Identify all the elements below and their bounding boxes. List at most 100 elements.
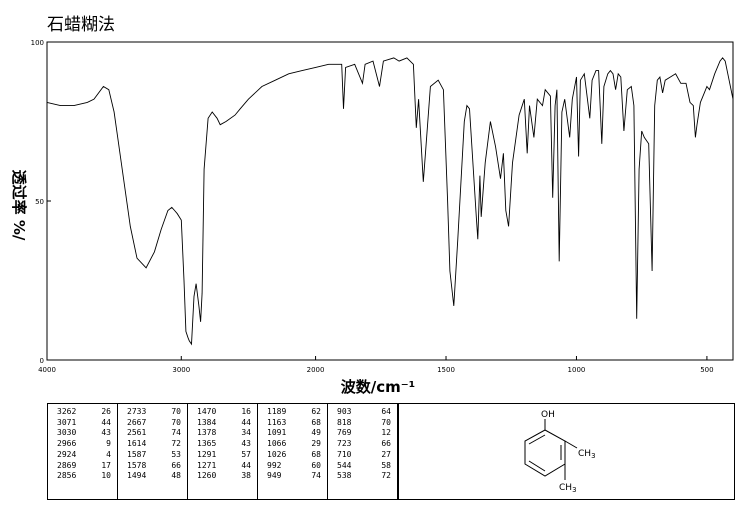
peak-row: 1384 44 xyxy=(188,418,257,429)
peak-transmittance: 60 xyxy=(311,460,321,470)
peak-transmittance: 53 xyxy=(171,449,181,459)
peak-row: 723 66 xyxy=(328,439,397,450)
peak-wavenumber: 1494 xyxy=(127,471,147,481)
peak-transmittance: 68 xyxy=(311,417,321,427)
peak-wavenumber: 1091 xyxy=(267,428,287,438)
peak-row: 1365 43 xyxy=(188,439,257,450)
peak-column: 3262 26 3071 44 3030 43 2966 9 2924 4 2869 17 2856 10 xyxy=(48,404,118,499)
peak-row: 3030 43 xyxy=(48,428,117,439)
peak-transmittance: 49 xyxy=(311,428,321,438)
peak-transmittance: 4 xyxy=(106,449,111,459)
peak-transmittance: 70 xyxy=(171,407,181,416)
peak-wavenumber: 1189 xyxy=(267,407,287,416)
peak-wavenumber: 1163 xyxy=(267,417,287,427)
peak-transmittance: 26 xyxy=(101,407,111,416)
x-tick-label: 500 xyxy=(700,366,713,374)
peak-row: 1026 68 xyxy=(258,450,327,461)
methyl-label-upper: CH3 xyxy=(578,449,596,460)
y-axis-label: 透过率 %/ xyxy=(10,170,28,241)
peak-row: 2869 17 xyxy=(48,461,117,472)
peak-row: 2966 9 xyxy=(48,439,117,450)
peak-row: 1578 66 xyxy=(118,461,187,472)
peak-transmittance: 38 xyxy=(241,471,251,481)
peak-wavenumber: 2667 xyxy=(127,417,147,427)
y-axis-ticks: 0 50 100 xyxy=(31,39,51,365)
peak-wavenumber: 1260 xyxy=(197,471,217,481)
peak-row: 903 64 xyxy=(328,407,397,418)
peak-row: 1091 49 xyxy=(258,428,327,439)
peak-row: 1378 34 xyxy=(188,428,257,439)
peak-wavenumber: 723 xyxy=(337,439,352,449)
peak-wavenumber: 949 xyxy=(267,471,282,481)
methyl-label-lower: CH3 xyxy=(559,483,577,494)
peak-transmittance: 57 xyxy=(241,449,251,459)
molecule-structure: OH CH3 CH3 xyxy=(524,410,596,494)
peak-transmittance: 34 xyxy=(241,428,251,438)
peak-row: 1163 68 xyxy=(258,418,327,429)
peak-transmittance: 44 xyxy=(241,417,251,427)
x-tick-label: 4000 xyxy=(38,366,56,374)
peak-transmittance: 70 xyxy=(171,417,181,427)
x-tick-label: 2000 xyxy=(307,366,325,374)
x-axis-label: 波数/cm⁻¹ xyxy=(341,378,416,396)
peak-transmittance: 72 xyxy=(171,439,181,449)
peak-wavenumber: 903 xyxy=(337,407,352,416)
peak-row: 2561 74 xyxy=(118,428,187,439)
peak-transmittance: 10 xyxy=(101,471,111,481)
peak-row: 1189 62 xyxy=(258,407,327,418)
ir-spectrum-chart: 石蜡糊法 0 50 100 4000 3000 2000 1500 1000 500 波数/c… xyxy=(10,15,734,396)
peak-row: 2667 70 xyxy=(118,418,187,429)
peak-table: 3262 26 3071 44 3030 43 2966 9 2924 4 2869 17 2856 10… xyxy=(47,403,399,500)
x-axis-ticks: 4000 3000 2000 1500 1000 500 xyxy=(38,356,714,374)
peak-transmittance: 64 xyxy=(381,407,391,416)
peak-row: 3071 44 xyxy=(48,418,117,429)
peak-column: 1470 16 1384 44 1378 34 1365 43 1291 57 1271 44 1260… xyxy=(188,404,258,499)
plot-frame xyxy=(46,41,734,361)
structure-box: OH CH3 CH3 xyxy=(393,403,735,500)
peak-transmittance: 9 xyxy=(106,439,111,449)
peak-column: 903 64 818 70 769 12 723 66 710 27 544 58 538 72 xyxy=(328,404,398,499)
peak-wavenumber: 1384 xyxy=(197,417,217,427)
peak-wavenumber: 818 xyxy=(337,417,352,427)
peak-wavenumber: 2561 xyxy=(127,428,147,438)
peak-row: 1271 44 xyxy=(188,461,257,472)
peak-wavenumber: 710 xyxy=(337,449,352,459)
hydroxyl-label: OH xyxy=(541,410,555,420)
peak-transmittance: 27 xyxy=(381,449,391,459)
peak-transmittance: 44 xyxy=(101,417,111,427)
peak-row: 949 74 xyxy=(258,471,327,482)
peak-column: 1189 62 1163 68 1091 49 1066 29 1026 68 992 60 949 74 xyxy=(258,404,328,499)
peak-row: 710 27 xyxy=(328,450,397,461)
peak-transmittance: 66 xyxy=(171,460,181,470)
peak-wavenumber: 1614 xyxy=(127,439,147,449)
peak-wavenumber: 1378 xyxy=(197,428,217,438)
peak-wavenumber: 1587 xyxy=(127,449,147,459)
peak-row: 1470 16 xyxy=(188,407,257,418)
peak-transmittance: 72 xyxy=(381,471,391,481)
peak-transmittance: 74 xyxy=(171,428,181,438)
peak-wavenumber: 1578 xyxy=(127,460,147,470)
peak-wavenumber: 1026 xyxy=(267,449,287,459)
peak-row: 3262 26 xyxy=(48,407,117,418)
x-tick-label: 1500 xyxy=(437,366,455,374)
peak-wavenumber: 3030 xyxy=(57,428,77,438)
peak-wavenumber: 1470 xyxy=(197,407,217,416)
peak-row: 544 58 xyxy=(328,461,397,472)
peak-transmittance: 12 xyxy=(381,428,391,438)
peak-row: 992 60 xyxy=(258,461,327,472)
peak-wavenumber: 2869 xyxy=(57,460,77,470)
peak-transmittance: 74 xyxy=(311,471,321,481)
peak-wavenumber: 1271 xyxy=(197,460,217,470)
peak-transmittance: 17 xyxy=(101,460,111,470)
peak-row: 538 72 xyxy=(328,471,397,482)
peak-row: 1587 53 xyxy=(118,450,187,461)
peak-row: 769 12 xyxy=(328,428,397,439)
peak-column: 2733 70 2667 70 2561 74 1614 72 1587 53 1578 66 1494… xyxy=(118,404,188,499)
peak-wavenumber: 1365 xyxy=(197,439,217,449)
peak-wavenumber: 538 xyxy=(337,471,352,481)
peak-row: 1291 57 xyxy=(188,450,257,461)
peak-transmittance: 48 xyxy=(171,471,181,481)
peak-transmittance: 29 xyxy=(311,439,321,449)
peak-transmittance: 43 xyxy=(101,428,111,438)
peak-transmittance: 43 xyxy=(241,439,251,449)
